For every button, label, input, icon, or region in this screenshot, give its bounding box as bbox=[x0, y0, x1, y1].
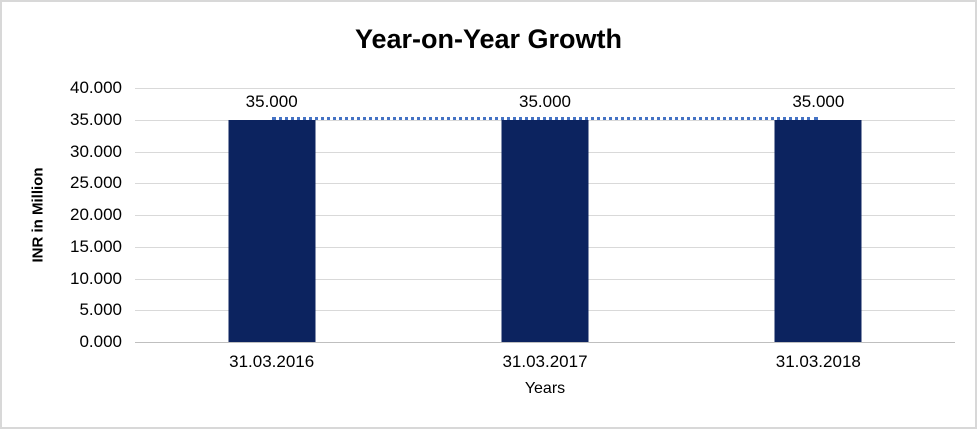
bar-group: 35.000 31.03.2016 bbox=[135, 88, 408, 371]
y-axis-tick: 30.000 bbox=[70, 141, 122, 161]
bar-group: 35.000 31.03.2018 bbox=[682, 88, 955, 371]
bar-series: 35.000 31.03.2016 35.000 31.03.2017 35.0… bbox=[135, 88, 955, 371]
x-axis-category-label: 31.03.2017 bbox=[502, 352, 588, 371]
x-axis-category-label: 31.03.2016 bbox=[229, 352, 315, 371]
y-axis-tick: 25.000 bbox=[70, 173, 122, 193]
data-label: 35.000 bbox=[792, 91, 845, 111]
bar-group: 35.000 31.03.2017 bbox=[408, 88, 681, 371]
data-label: 35.000 bbox=[518, 91, 571, 111]
y-axis-tick: 0.000 bbox=[79, 332, 122, 351]
y-axis-tick: 20.000 bbox=[70, 205, 122, 224]
x-axis-category-label: 31.03.2018 bbox=[775, 352, 861, 371]
y-axis-tick-labels: 40.000 35.000 30.000 25.000 20.000 15.00… bbox=[2, 79, 122, 351]
y-axis-tick: 10.000 bbox=[70, 268, 122, 288]
chart-title: Year-on-Year Growth bbox=[354, 24, 623, 54]
y-axis-tick: 15.000 bbox=[70, 236, 122, 256]
y-axis-tick: 35.000 bbox=[70, 109, 122, 129]
bar bbox=[228, 119, 316, 342]
bar bbox=[501, 119, 589, 342]
bar bbox=[774, 119, 862, 342]
plot-area: 35.000 31.03.2016 35.000 31.03.2017 35.0… bbox=[135, 88, 955, 371]
gridline bbox=[135, 88, 955, 89]
x-axis-title: Years bbox=[524, 380, 566, 397]
data-label: 35.000 bbox=[245, 91, 298, 111]
trend-dotted-line bbox=[271, 116, 819, 120]
y-axis-tick: 40.000 bbox=[70, 78, 122, 97]
y-axis-tick: 5.000 bbox=[79, 300, 122, 320]
x-axis-line bbox=[135, 342, 955, 343]
